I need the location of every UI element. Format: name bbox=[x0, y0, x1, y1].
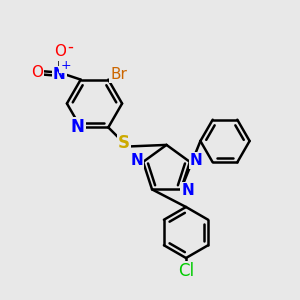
Text: S: S bbox=[118, 134, 130, 152]
Text: -: - bbox=[68, 38, 74, 56]
Text: +: + bbox=[60, 59, 71, 72]
Text: N: N bbox=[53, 67, 65, 82]
Text: N: N bbox=[190, 153, 203, 168]
Text: Cl: Cl bbox=[178, 262, 194, 280]
Text: O: O bbox=[55, 44, 67, 59]
Text: O: O bbox=[31, 65, 43, 80]
Text: N: N bbox=[130, 153, 143, 168]
Text: N: N bbox=[181, 183, 194, 198]
Text: Br: Br bbox=[110, 67, 127, 82]
Text: N: N bbox=[71, 118, 85, 136]
